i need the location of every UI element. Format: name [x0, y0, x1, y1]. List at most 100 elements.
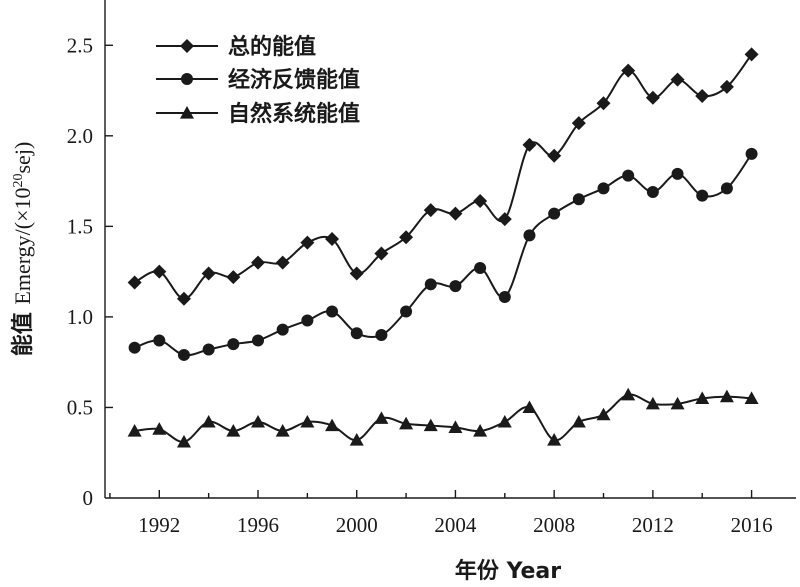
data-point-economic-feedback-emergy: [572, 193, 585, 206]
legend-item-natural-system-emergy: 自然系统能值: [156, 101, 360, 127]
data-point-economic-feedback-emergy: [720, 182, 733, 195]
data-point-natural-system-emergy: [744, 391, 759, 404]
data-point-total-emergy: [670, 72, 685, 87]
data-point-total-emergy: [152, 264, 167, 279]
data-point-total-emergy: [547, 148, 562, 163]
series-natural-system-emergy: [127, 387, 759, 448]
data-point-natural-system-emergy: [448, 420, 463, 433]
data-point-economic-feedback-emergy: [696, 189, 709, 202]
data-point-natural-system-emergy: [423, 418, 438, 432]
data-point-natural-system-emergy: [152, 422, 167, 435]
data-point-total-emergy: [399, 230, 414, 245]
y-tick-label: 2.0: [67, 124, 93, 148]
y-tick-label: 0: [83, 486, 94, 510]
data-point-economic-feedback-emergy: [474, 262, 487, 275]
data-point-economic-feedback-emergy: [227, 338, 240, 351]
data-point-economic-feedback-emergy: [128, 341, 141, 354]
x-axis-title: 年份 Year: [455, 558, 561, 584]
axes: 0 0.5 1.0 1.5 2.0 2.5 1992 1996 2000 2004 2008 2012…: [67, 0, 796, 537]
data-point-total-emergy: [645, 90, 660, 105]
data-point-natural-system-emergy: [621, 387, 636, 401]
series-economic-feedback-emergy: [128, 147, 758, 361]
data-point-natural-system-emergy: [547, 433, 562, 446]
x-tick-label: 2004: [434, 513, 477, 537]
data-point-natural-system-emergy: [176, 434, 191, 448]
data-point-total-emergy: [275, 255, 290, 270]
x-tick-label: 1996: [237, 513, 279, 537]
data-point-total-emergy: [719, 79, 734, 94]
data-point-economic-feedback-emergy: [523, 229, 536, 242]
data-point-natural-system-emergy: [497, 414, 512, 428]
data-point-total-emergy: [744, 47, 759, 62]
legend-item-total-emergy: 总的能值: [156, 34, 316, 60]
x-tick-label: 2008: [533, 513, 575, 537]
series-line-natural-system-emergy: [134, 393, 752, 443]
legend-marker: [180, 106, 194, 119]
data-point-economic-feedback-emergy: [375, 329, 388, 342]
data-point-natural-system-emergy: [473, 423, 488, 437]
legend-marker: [181, 73, 193, 85]
x-tick-label: 2012: [632, 513, 674, 537]
data-point-economic-feedback-emergy: [424, 278, 437, 291]
legend-label: 自然系统能值: [228, 101, 360, 127]
series-line-economic-feedback-emergy: [134, 153, 753, 357]
legend-marker: [180, 39, 194, 53]
legend-item-economic-feedback-emergy: 经济反馈能值: [156, 67, 360, 93]
data-point-economic-feedback-emergy: [350, 327, 363, 340]
data-point-natural-system-emergy: [251, 414, 266, 428]
data-point-economic-feedback-emergy: [400, 305, 413, 318]
data-point-natural-system-emergy: [522, 400, 537, 414]
data-point-economic-feedback-emergy: [326, 305, 339, 318]
data-point-economic-feedback-emergy: [202, 343, 215, 356]
data-point-natural-system-emergy: [399, 416, 414, 430]
legend-label: 总的能值: [228, 34, 316, 60]
data-point-total-emergy: [695, 88, 710, 103]
data-point-economic-feedback-emergy: [301, 314, 314, 327]
y-tick-label: 1.0: [67, 305, 93, 329]
data-point-economic-feedback-emergy: [276, 323, 289, 336]
y-axis-title-sup: 20: [11, 174, 26, 188]
x-tick-label: 2000: [336, 513, 378, 537]
y-tick-label: 1.5: [67, 214, 93, 238]
data-point-total-emergy: [522, 137, 537, 152]
data-point-total-emergy: [226, 270, 241, 285]
data-point-economic-feedback-emergy: [498, 290, 511, 303]
data-point-natural-system-emergy: [275, 423, 290, 437]
data-point-economic-feedback-emergy: [671, 167, 684, 180]
series-layer: [127, 47, 759, 448]
data-point-natural-system-emergy: [325, 418, 340, 432]
data-point-natural-system-emergy: [596, 407, 611, 421]
data-point-natural-system-emergy: [127, 423, 142, 437]
data-point-economic-feedback-emergy: [745, 147, 758, 160]
series-total-emergy: [127, 47, 759, 306]
data-point-total-emergy: [325, 232, 340, 247]
data-point-natural-system-emergy: [645, 396, 660, 410]
data-point-total-emergy: [473, 194, 488, 209]
data-point-natural-system-emergy: [349, 433, 364, 446]
data-point-economic-feedback-emergy: [177, 348, 190, 361]
data-point-total-emergy: [571, 116, 586, 131]
data-point-total-emergy: [497, 212, 512, 227]
data-point-economic-feedback-emergy: [153, 334, 166, 347]
data-point-natural-system-emergy: [571, 414, 586, 428]
data-point-natural-system-emergy: [300, 414, 315, 428]
y-axis-title-tail: sej): [10, 142, 35, 174]
y-tick-label: 0.5: [67, 395, 93, 419]
data-point-economic-feedback-emergy: [622, 169, 635, 182]
data-point-total-emergy: [201, 266, 216, 281]
data-point-total-emergy: [251, 255, 266, 270]
data-point-total-emergy: [300, 235, 315, 250]
data-point-natural-system-emergy: [670, 396, 685, 410]
data-point-total-emergy: [127, 275, 142, 290]
x-tick-label: 1992: [138, 513, 180, 537]
data-point-natural-system-emergy: [201, 414, 216, 428]
y-tick-label: 2.5: [67, 33, 93, 57]
data-point-natural-system-emergy: [695, 391, 710, 404]
legend-label: 经济反馈能值: [228, 67, 360, 93]
data-point-total-emergy: [596, 96, 611, 111]
data-point-natural-system-emergy: [719, 389, 734, 403]
x-tick-label: 2016: [731, 513, 773, 537]
data-point-total-emergy: [621, 63, 636, 78]
y-axis-title-cn: 能值: [10, 305, 36, 357]
